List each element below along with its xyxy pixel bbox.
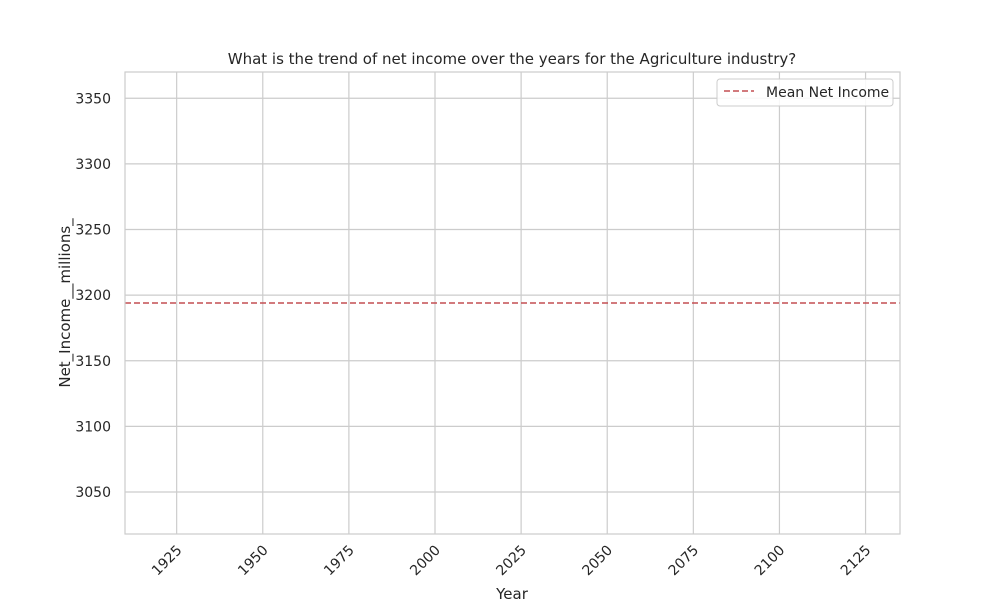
y-tick-label: 3300: [75, 157, 111, 173]
y-axis-label: Net_Income__millions_: [56, 218, 75, 388]
y-tick-label: 3200: [75, 288, 111, 304]
y-tick-label: 3350: [75, 91, 111, 107]
x-tick-label: 2075: [666, 543, 703, 580]
x-tick-label: 2025: [493, 543, 530, 580]
x-tick-label: 2000: [407, 543, 444, 580]
legend-box: [716, 78, 894, 107]
y-tick-label: 3250: [75, 223, 111, 239]
legend: Mean Net Income: [716, 78, 894, 107]
plot-frame: [124, 71, 901, 535]
x-tick-label: 2125: [838, 543, 875, 580]
x-tick-labels: 1925 1950 1975 2000 2025 2050 2075 2100 2125: [149, 543, 874, 580]
y-tick-labels: 3050 3100 3150 3200 3250 3300 3350: [75, 91, 111, 501]
x-tick-label: 2100: [752, 543, 789, 580]
x-tick-label: 1950: [235, 543, 272, 580]
x-tick-label: 2050: [580, 543, 617, 580]
y-tick-label: 3050: [75, 485, 111, 501]
chart-title: What is the trend of net income over the…: [228, 50, 796, 68]
y-tick-label: 3150: [75, 354, 111, 370]
x-tick-label: 1925: [149, 543, 186, 580]
legend-label-mean-net-income: Mean Net Income: [766, 85, 889, 101]
x-axis-label: Year: [495, 585, 529, 600]
y-tick-label: 3100: [75, 419, 111, 435]
x-tick-label: 1975: [321, 543, 358, 580]
